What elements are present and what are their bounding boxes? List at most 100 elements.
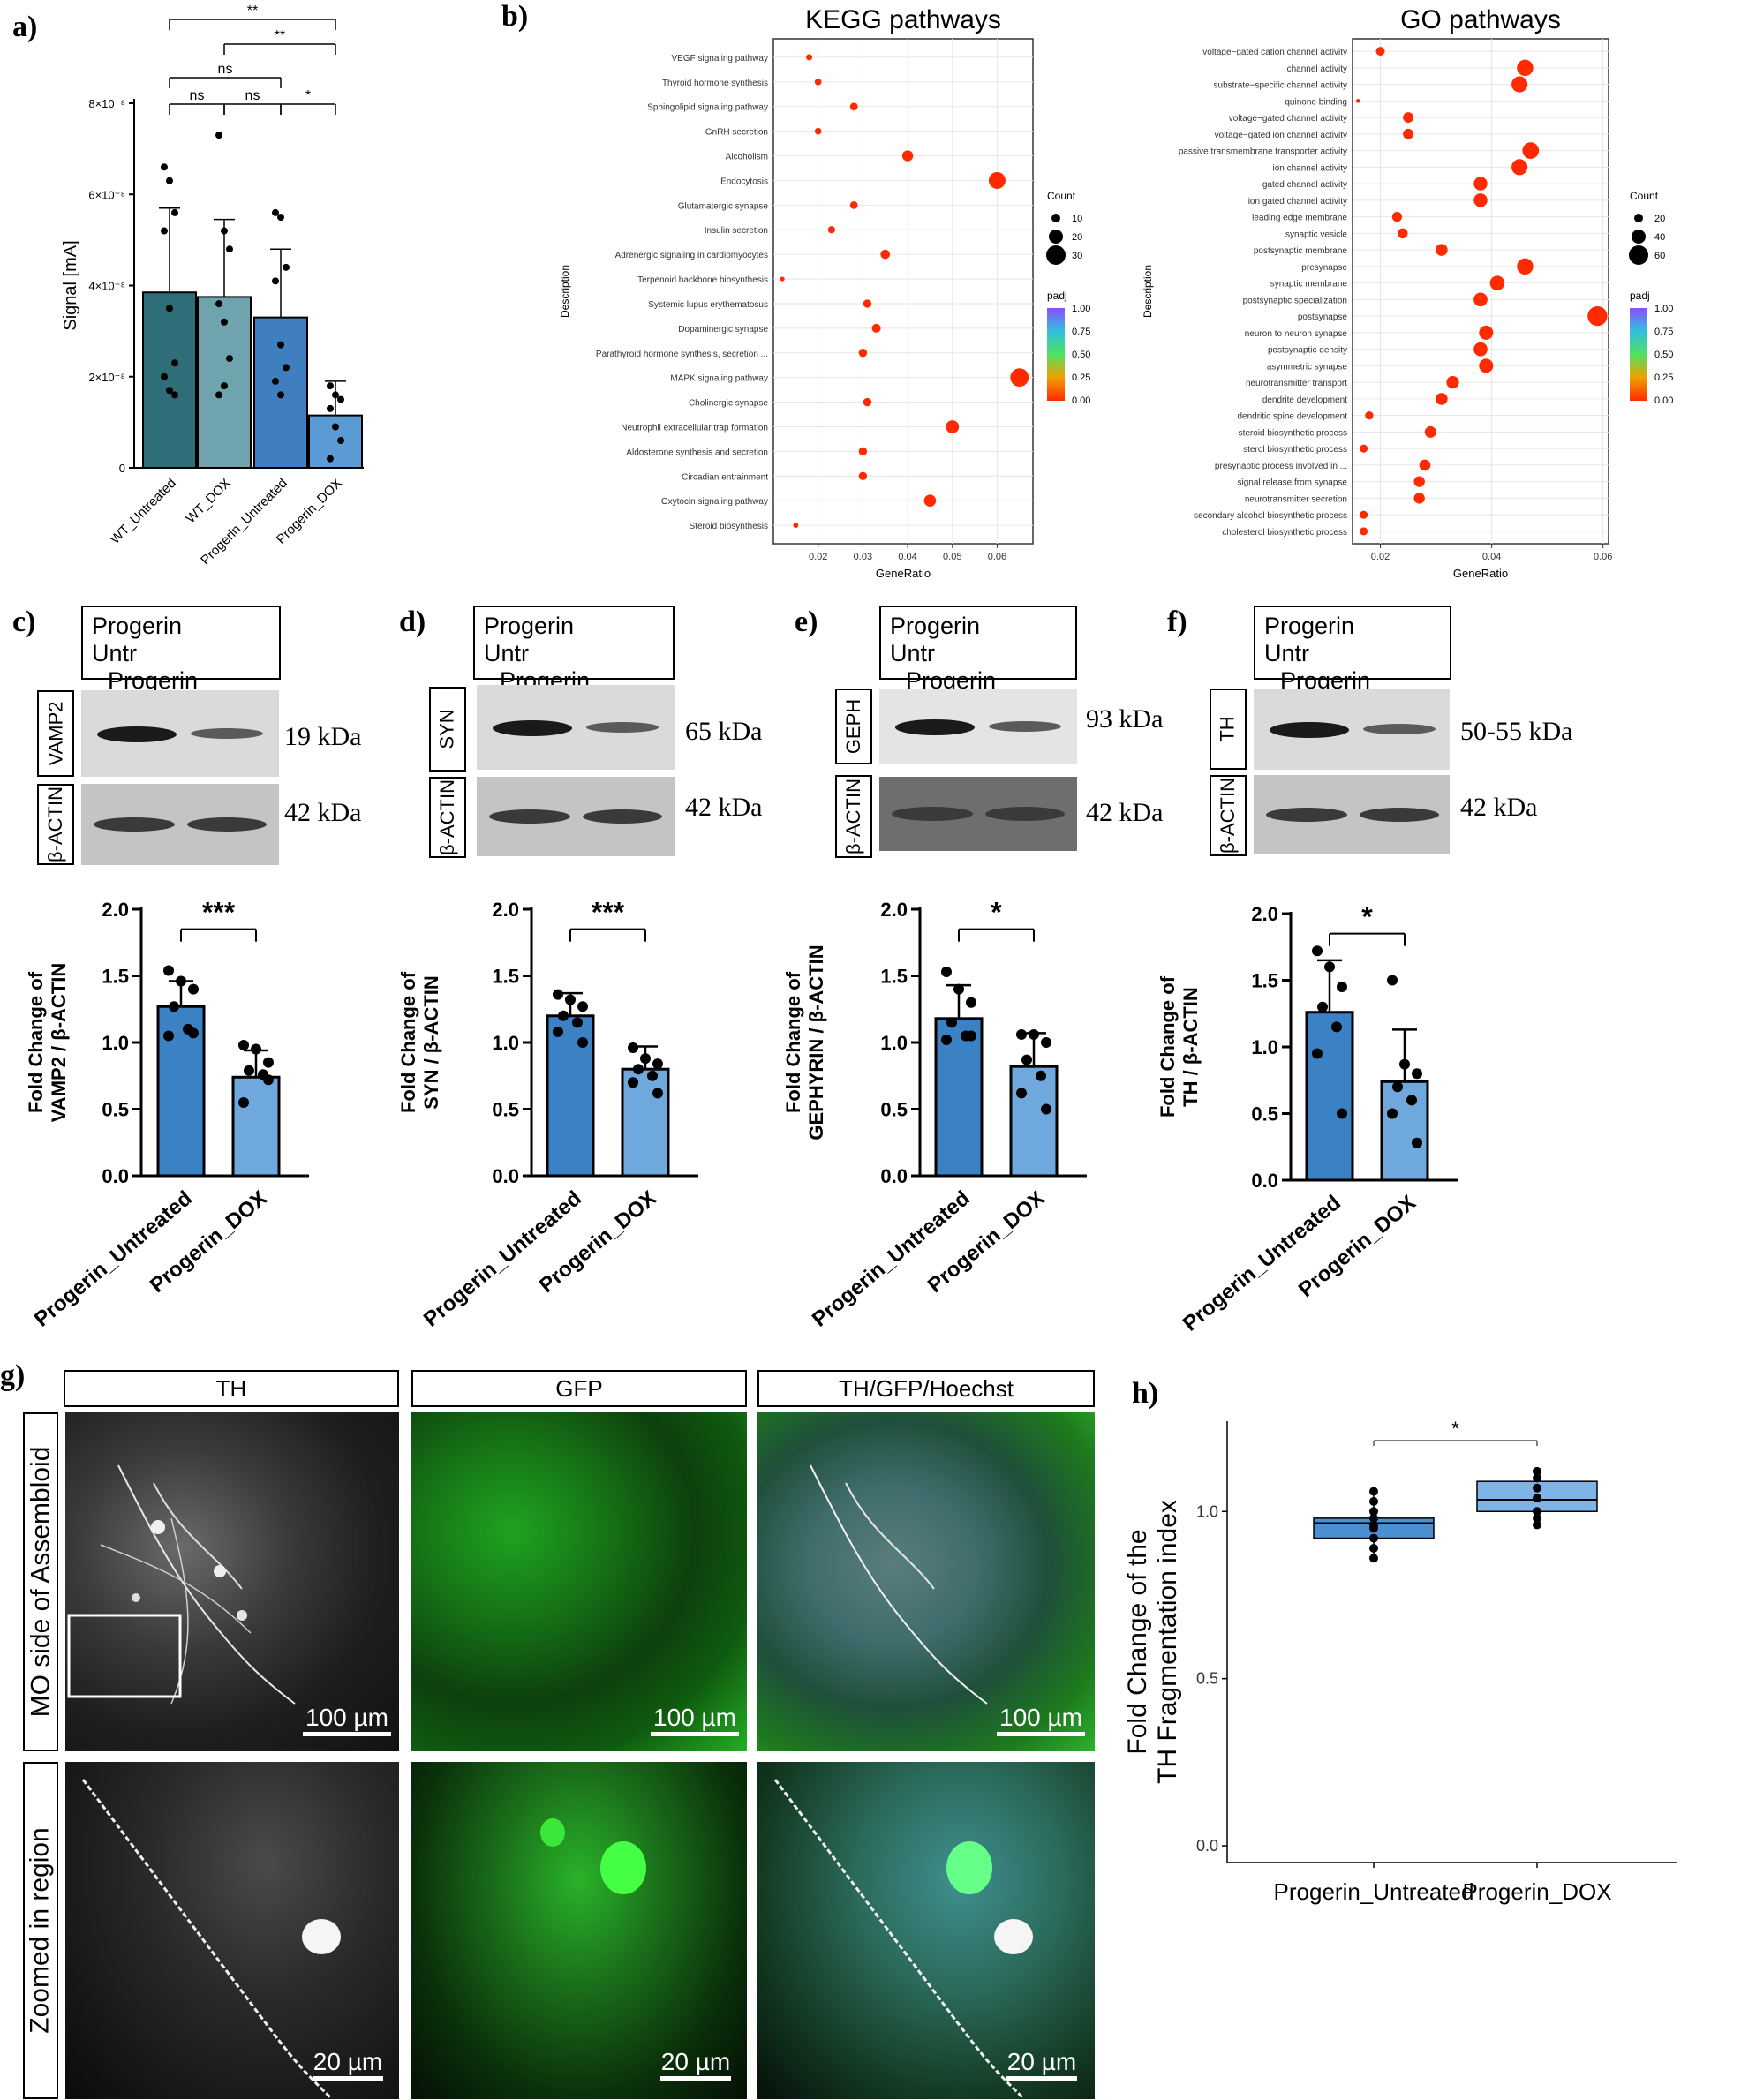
- a-ytick-label: 6×10⁻⁸: [88, 188, 125, 201]
- h-point: [1533, 1466, 1541, 1476]
- blot-loading-kda-c: 42 kDa: [284, 798, 362, 827]
- a-point: [332, 391, 339, 399]
- c-point: [244, 1065, 254, 1076]
- a-point: [327, 404, 334, 412]
- a-point: [221, 382, 228, 390]
- h-point: [1369, 1554, 1378, 1563]
- b-kegg-legend-padj-label: 0.25: [1072, 373, 1090, 383]
- b-go-row-label: secondary alcohol biosynthetic process: [1194, 511, 1347, 521]
- b-go-dot: [1419, 459, 1431, 471]
- b-kegg-legend-colorbar: [1047, 308, 1065, 401]
- e-point: [1021, 1054, 1032, 1065]
- d-sig-label: ***: [592, 897, 625, 929]
- d-point: [647, 1070, 658, 1081]
- b-kegg-dot: [814, 127, 822, 135]
- a-point: [166, 177, 173, 184]
- b-kegg-legend-count-label: 10: [1072, 214, 1082, 224]
- c-point: [263, 1057, 274, 1068]
- e-point: [1016, 1028, 1027, 1040]
- b-kegg-dot: [946, 420, 960, 433]
- e-ytick-label: 1.0: [880, 1032, 908, 1054]
- f-sig-label: *: [1361, 901, 1373, 933]
- h-point: [1369, 1543, 1378, 1553]
- b-go-dot: [1436, 244, 1448, 256]
- scalebar-gfp-top: 100 µm: [646, 1704, 743, 1736]
- b-go-legend-padj-label: 1.00: [1654, 304, 1673, 314]
- b-go-row-label: presynapse: [1301, 263, 1347, 273]
- b-go-legend-padj-title: padj: [1630, 290, 1650, 302]
- f-ytick-label: 1.5: [1251, 970, 1278, 992]
- scalebar-merge-bottom: 20 µm: [998, 2048, 1086, 2081]
- b-go-xtick-label: 0.02: [1371, 552, 1390, 562]
- blot-loading-d: [477, 777, 675, 856]
- panel-label-b: b): [501, 0, 529, 33]
- h-point: [1533, 1473, 1541, 1483]
- c-point: [263, 1074, 274, 1086]
- scalebar-merge-top: 100 µm: [992, 1704, 1089, 1736]
- d-point: [572, 1017, 583, 1028]
- b-go-dot: [1473, 342, 1488, 357]
- b-kegg-legend-count-dot: [1046, 245, 1066, 265]
- b-go-row-label: synaptic vesicle: [1285, 230, 1347, 239]
- c-point: [188, 983, 199, 995]
- b-go-row-label: postsynaptic density: [1268, 346, 1347, 356]
- b-kegg-legend-padj-label: 0.50: [1072, 350, 1090, 360]
- a-point: [171, 391, 178, 399]
- e-ytick-label: 0.0: [880, 1165, 908, 1187]
- a-xtick-label: WT_DOX: [183, 476, 233, 526]
- h-xtick-label: Progerin_Untreated: [1274, 1878, 1474, 1905]
- blot-header-lane1: Progerin Untr: [484, 613, 575, 666]
- b-go-dot: [1360, 527, 1368, 536]
- panel-label-f: f): [1167, 606, 1187, 638]
- b-kegg-legend-padj-label: 0.75: [1072, 327, 1090, 337]
- a-bar: [308, 414, 363, 470]
- band-actin-untreated: [489, 809, 570, 824]
- f-point: [1399, 1058, 1410, 1070]
- d-ylabel-line: Fold Change of: [397, 971, 419, 1113]
- blot-target-kda-e: 93 kDa: [1086, 704, 1164, 734]
- b-kegg-row-label: Aldosterone synthesis and secretion: [626, 448, 768, 457]
- e-point: [1036, 1070, 1046, 1081]
- f-point: [1406, 1095, 1417, 1106]
- b-go-row-label: leading edge membrane: [1252, 214, 1347, 223]
- b-kegg-legend-count-dot: [1051, 214, 1060, 222]
- blot-loading-name-c: β-ACTIN: [37, 784, 74, 865]
- band-dox: [191, 728, 263, 739]
- b-kegg-row-label: Systemic lupus erythematosus: [648, 300, 768, 310]
- b-go-xlabel: GeneRatio: [1453, 567, 1508, 580]
- b-go-row-label: voltage−gated cation channel activity: [1202, 48, 1347, 57]
- a-point: [215, 391, 222, 399]
- band-dox: [1363, 724, 1436, 734]
- b-go-legend-count-label: 60: [1654, 251, 1665, 261]
- e-point: [941, 966, 952, 977]
- f-point: [1392, 1081, 1403, 1093]
- b-go-dot: [1511, 76, 1528, 93]
- b-go-row-label: steroid biosynthetic process: [1239, 428, 1347, 438]
- b-go-dot: [1397, 228, 1408, 239]
- a-point: [215, 300, 222, 308]
- b-kegg-dot: [780, 276, 785, 282]
- b-kegg-dot: [988, 171, 1006, 189]
- blot-target-f: [1254, 689, 1450, 770]
- a-sig-label: **: [275, 28, 285, 43]
- e-point: [1041, 1103, 1051, 1115]
- b-go-row-label: substrate−specific channel activity: [1214, 81, 1347, 91]
- f-bar: [1380, 1080, 1429, 1182]
- b-go-legend-count-dot: [1632, 230, 1646, 244]
- h-point: [1533, 1513, 1541, 1523]
- b-go-dot: [1522, 142, 1540, 159]
- a-point: [277, 391, 284, 399]
- b-go-row-label: voltage−gated channel activity: [1229, 114, 1347, 124]
- d-point: [565, 994, 576, 1005]
- b-go-dot: [1360, 510, 1368, 519]
- f-ytick-label: 0.5: [1251, 1103, 1278, 1125]
- b-go-row-label: ion gated channel activity: [1248, 197, 1347, 207]
- blot-header-f: Progerin UntrProgerin DOX: [1254, 606, 1451, 721]
- d-ytick-label: 2.0: [492, 899, 519, 921]
- blot-header-c: Progerin UntrProgerin DOX: [81, 606, 281, 721]
- panel-label-e: e): [795, 606, 818, 638]
- e-ytick-label: 0.5: [880, 1099, 908, 1121]
- b-kegg-xtick-label: 0.02: [809, 552, 827, 562]
- b-kegg-dot: [849, 102, 858, 111]
- a-point: [226, 245, 233, 253]
